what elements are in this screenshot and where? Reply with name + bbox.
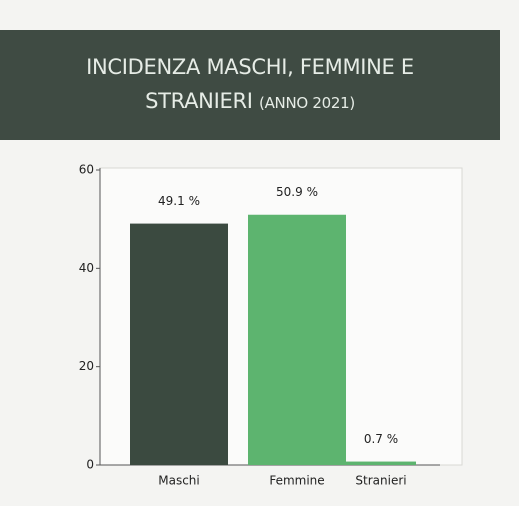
title-box: INCIDENZA MASCHI, FEMMINE E STRANIERI (A… (30, 50, 470, 120)
bar (346, 461, 416, 465)
bar (130, 223, 228, 465)
value-label: 0.7 % (364, 432, 398, 446)
x-tick-label: Stranieri (355, 474, 406, 488)
value-label: 49.1 % (158, 194, 200, 208)
y-tick-label: 20 (79, 359, 94, 373)
y-tick-label: 60 (79, 163, 94, 177)
value-label: 50.9 % (276, 185, 318, 199)
y-tick-label: 0 (86, 458, 94, 472)
x-tick-label: Maschi (158, 474, 200, 488)
bar (248, 214, 346, 465)
x-tick-label: Femmine (269, 474, 324, 488)
chart-subtitle: (ANNO 2021) (259, 94, 355, 112)
y-tick-label: 40 (79, 261, 94, 275)
chart-title: INCIDENZA MASCHI, FEMMINE E STRANIERI (86, 55, 414, 113)
header: INCIDENZA MASCHI, FEMMINE E STRANIERI (A… (0, 30, 500, 140)
